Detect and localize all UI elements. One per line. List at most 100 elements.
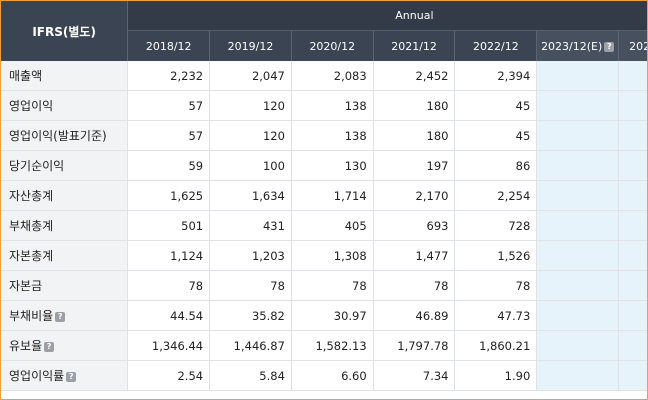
estimate-cell xyxy=(618,61,647,91)
value-cell: 1.90 xyxy=(454,360,538,391)
year-header-label: 2024/12(E) xyxy=(629,39,647,53)
help-icon[interactable]: ? xyxy=(44,341,55,352)
help-icon[interactable]: ? xyxy=(604,41,615,52)
estimate-cell xyxy=(618,240,647,271)
value-cell: 130 xyxy=(291,150,374,181)
value-cell: 30.97 xyxy=(291,300,374,331)
value-cell: 1,860.21 xyxy=(454,330,538,361)
row-label: 자본금 xyxy=(1,270,129,301)
value-cell: 1,625 xyxy=(127,180,211,211)
year-header-label: 2023/12(E) xyxy=(541,39,603,53)
table-row: 영업이익률? 2.54 5.84 6.60 7.34 1.90 xyxy=(1,360,647,391)
row-label-text: 당기순이익 xyxy=(9,159,65,173)
estimate-cell xyxy=(618,210,647,241)
value-cell: 100 xyxy=(209,150,292,181)
value-cell: 47.73 xyxy=(454,300,538,331)
row-label: 당기순이익 xyxy=(1,150,129,181)
value-cell: 180 xyxy=(373,120,456,151)
row-label: 영업이익 xyxy=(1,90,129,121)
value-cell: 405 xyxy=(291,210,374,241)
row-label-text: 자본금 xyxy=(9,279,43,293)
value-cell: 1,634 xyxy=(209,180,292,211)
value-cell: 46.89 xyxy=(373,300,456,331)
row-label: 유보율? xyxy=(1,330,129,361)
value-cell: 2,254 xyxy=(454,180,538,211)
value-cell: 1,346.44 xyxy=(127,330,211,361)
value-cell: 2,083 xyxy=(291,61,374,91)
estimate-cell xyxy=(618,90,647,121)
row-label-text: 영업이익 xyxy=(9,99,54,113)
value-cell: 2,452 xyxy=(373,61,456,91)
financial-table: IFRS(별도) Annual 2018/12 2019/12 2020/12 … xyxy=(1,1,647,391)
estimate-cell xyxy=(536,360,620,391)
value-cell: 120 xyxy=(209,90,292,121)
value-cell: 1,477 xyxy=(373,240,456,271)
value-cell: 45 xyxy=(454,90,538,121)
value-cell: 431 xyxy=(209,210,292,241)
year-header: 2021/12 xyxy=(372,30,455,61)
value-cell: 45 xyxy=(454,120,538,151)
help-icon[interactable]: ? xyxy=(55,311,66,322)
row-label: 영업이익(발표기준) xyxy=(1,120,129,151)
estimate-cell xyxy=(618,120,647,151)
estimate-cell xyxy=(536,120,620,151)
estimate-cell xyxy=(536,300,620,331)
estimate-cell xyxy=(618,270,647,301)
value-cell: 180 xyxy=(373,90,456,121)
value-cell: 138 xyxy=(291,120,374,151)
value-cell: 57 xyxy=(127,90,211,121)
row-label: 자본총계 xyxy=(1,240,129,271)
table-row: 자산총계 1,625 1,634 1,714 2,170 2,254 xyxy=(1,180,647,211)
table-row: 유보율? 1,346.44 1,446.87 1,582.13 1,797.78 1,86… xyxy=(1,330,647,361)
table-row: 당기순이익 59 100 130 197 86 xyxy=(1,150,647,181)
value-cell: 7.34 xyxy=(373,360,456,391)
estimate-cell xyxy=(536,330,620,361)
row-label: 매출액 xyxy=(1,61,129,91)
value-cell: 78 xyxy=(127,270,211,301)
year-header: 2020/12 xyxy=(290,30,374,61)
value-cell: 78 xyxy=(373,270,456,301)
table-row: 부채총계 501 431 405 693 728 xyxy=(1,210,647,241)
estimate-cell xyxy=(536,210,620,241)
estimate-cell xyxy=(536,61,620,91)
value-cell: 78 xyxy=(454,270,538,301)
row-label-text: 유보율 xyxy=(9,339,43,353)
value-cell: 197 xyxy=(373,150,456,181)
table-row: 자본금 78 78 78 78 78 xyxy=(1,270,647,301)
header-corner-label: IFRS(별도) xyxy=(1,1,129,61)
value-cell: 1,526 xyxy=(454,240,538,271)
value-cell: 120 xyxy=(209,120,292,151)
value-cell: 44.54 xyxy=(127,300,211,331)
value-cell: 57 xyxy=(127,120,211,151)
table-row: 영업이익 57 120 138 180 45 xyxy=(1,90,647,121)
value-cell: 2,394 xyxy=(454,61,538,91)
estimate-cell xyxy=(618,150,647,181)
estimate-cell xyxy=(536,240,620,271)
help-icon[interactable]: ? xyxy=(66,371,77,382)
row-label-text: 자산총계 xyxy=(9,189,54,203)
value-cell: 2,047 xyxy=(209,61,292,91)
value-cell: 2.54 xyxy=(127,360,211,391)
estimate-cell xyxy=(536,180,620,211)
value-cell: 693 xyxy=(373,210,456,241)
value-cell: 138 xyxy=(291,90,374,121)
value-cell: 86 xyxy=(454,150,538,181)
value-cell: 2,232 xyxy=(127,61,211,91)
value-cell: 59 xyxy=(127,150,211,181)
estimate-cell xyxy=(618,180,647,211)
estimate-cell xyxy=(536,150,620,181)
value-cell: 1,308 xyxy=(291,240,374,271)
row-label-text: 매출액 xyxy=(9,69,43,83)
value-cell: 728 xyxy=(454,210,538,241)
year-header: 2022/12 xyxy=(454,30,537,61)
header-annual-group: Annual xyxy=(127,1,647,31)
estimate-cell xyxy=(618,330,647,361)
table-row: 자본총계 1,124 1,203 1,308 1,477 1,526 xyxy=(1,240,647,271)
table-row: 영업이익(발표기준) 57 120 138 180 45 xyxy=(1,120,647,151)
value-cell: 1,797.78 xyxy=(373,330,456,361)
row-label-text: 부채비율 xyxy=(9,309,54,323)
value-cell: 5.84 xyxy=(209,360,292,391)
row-label: 자산총계 xyxy=(1,180,129,211)
row-label: 영업이익률? xyxy=(1,360,129,391)
row-label-text: 자본총계 xyxy=(9,249,54,263)
